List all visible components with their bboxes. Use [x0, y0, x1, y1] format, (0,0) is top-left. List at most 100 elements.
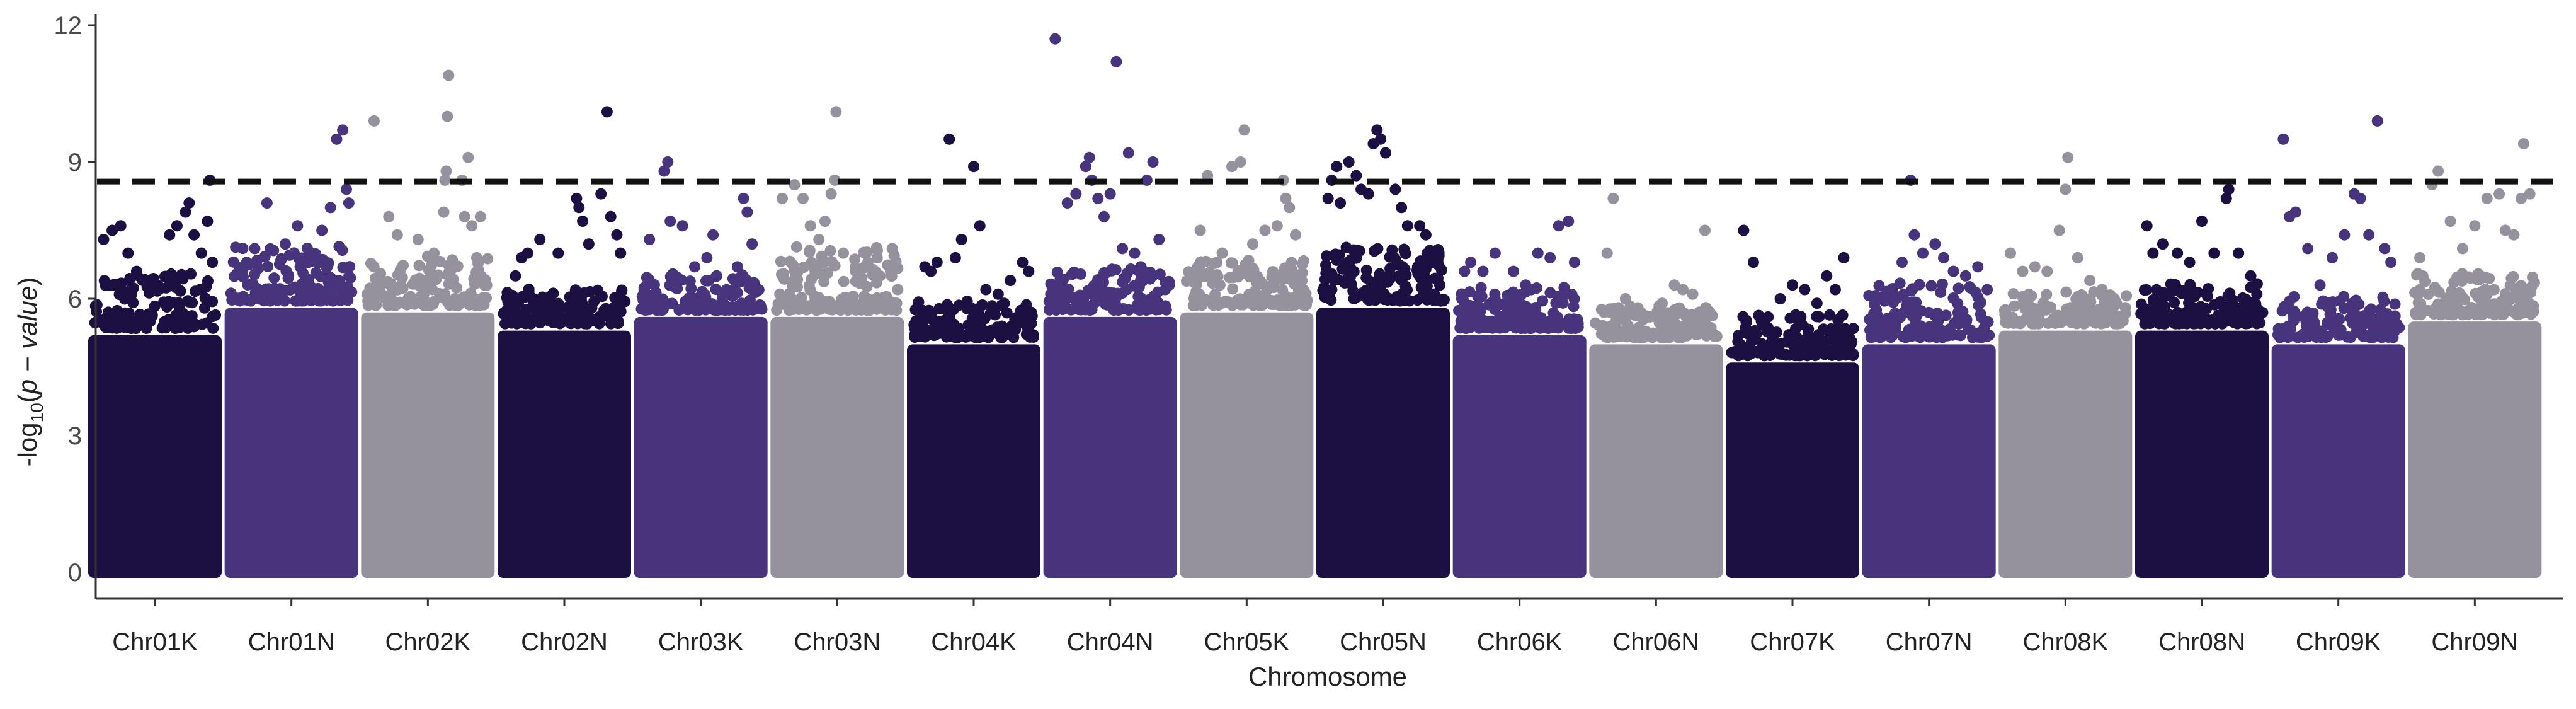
peak-point	[1110, 55, 1122, 67]
data-point	[2366, 331, 2378, 343]
peak-point	[1459, 265, 1471, 277]
data-point	[1981, 284, 1993, 296]
x-tick-label-Chr08N: Chr08N	[2158, 628, 2245, 656]
data-point	[2203, 283, 2214, 295]
data-point	[196, 318, 208, 330]
data-point	[1084, 304, 1096, 316]
data-point	[2428, 308, 2440, 320]
data-point	[2338, 291, 2350, 303]
peak-point	[1829, 284, 1841, 296]
peak-point	[931, 257, 943, 268]
data-point	[130, 323, 142, 335]
peak-point	[830, 106, 842, 118]
data-point	[1745, 347, 1757, 359]
peak-point	[2456, 243, 2468, 255]
data-point	[1054, 273, 1066, 285]
data-point	[2327, 317, 2339, 329]
peak-point	[1568, 257, 1580, 268]
data-point	[2100, 317, 2112, 329]
data-point	[1219, 296, 1231, 308]
data-point	[605, 318, 617, 330]
data-point	[2410, 306, 2422, 318]
data-point	[2527, 271, 2539, 283]
data-point	[1295, 298, 1307, 310]
peak-point	[1656, 297, 1668, 309]
data-point	[118, 289, 130, 301]
data-point	[465, 297, 477, 309]
peak-point	[470, 251, 482, 263]
data-point	[1966, 331, 1978, 343]
data-point	[2504, 280, 2516, 292]
data-point	[1453, 304, 1465, 316]
data-point	[1456, 292, 1468, 304]
data-point	[1078, 293, 1090, 305]
data-point	[2493, 297, 2505, 309]
data-point	[1139, 301, 1151, 313]
data-point	[417, 295, 429, 307]
peak-point	[980, 284, 992, 296]
data-point	[564, 291, 576, 303]
data-point	[385, 277, 397, 289]
data-point	[789, 265, 801, 277]
data-point	[666, 297, 678, 309]
data-point	[976, 299, 988, 311]
data-point	[157, 321, 169, 333]
peak-point	[2499, 224, 2511, 236]
peak-point	[1216, 247, 1228, 259]
data-point	[1476, 291, 1488, 303]
data-point	[700, 275, 712, 287]
peak-point	[813, 233, 825, 245]
data-point	[676, 274, 688, 286]
data-point	[2327, 296, 2339, 308]
data-point	[2020, 313, 2032, 325]
data-point	[859, 297, 871, 309]
data-point	[482, 253, 494, 265]
data-point	[279, 284, 291, 296]
peak-point	[662, 156, 674, 168]
peak-point	[442, 110, 453, 122]
point-cloud-Chr09N	[2408, 321, 2542, 578]
data-point	[1901, 300, 1913, 312]
data-point	[1764, 338, 1776, 350]
peak-point	[340, 183, 352, 195]
data-point	[1936, 325, 1948, 337]
data-point	[183, 296, 195, 308]
data-point	[1680, 328, 1692, 340]
peak-point	[2157, 238, 2169, 250]
data-point	[1914, 331, 1926, 343]
data-point	[423, 264, 435, 276]
data-point	[684, 275, 696, 287]
peak-point	[819, 216, 831, 228]
peak-point	[2220, 192, 2232, 204]
peak-point	[2005, 247, 2017, 259]
data-point	[921, 309, 933, 321]
data-point	[468, 273, 480, 285]
data-point	[1558, 282, 1570, 294]
peak-point	[886, 243, 898, 255]
x-tick-label-Chr08K: Chr08K	[2023, 628, 2109, 656]
data-point	[1489, 288, 1501, 300]
data-point	[2172, 306, 2184, 318]
peak-point	[998, 297, 1010, 309]
peak-point	[521, 247, 533, 259]
peak-point	[2053, 224, 2065, 236]
data-point	[849, 253, 861, 265]
data-point	[2041, 289, 2053, 301]
data-point	[775, 255, 787, 267]
data-point	[635, 303, 647, 315]
data-point	[2228, 309, 2240, 321]
data-point	[1211, 269, 1223, 281]
peak-point	[1375, 133, 1387, 145]
peak-point	[1379, 147, 1391, 159]
data-point	[2060, 286, 2072, 298]
y-tick-label: 12	[54, 12, 83, 40]
peak-point	[2062, 151, 2074, 163]
peak-point	[443, 69, 455, 81]
peak-point	[188, 229, 200, 241]
data-point	[430, 274, 442, 285]
peak-point	[1821, 270, 1833, 282]
data-point	[778, 268, 790, 280]
data-point	[915, 324, 927, 336]
data-point	[1863, 289, 1875, 301]
data-point	[111, 322, 123, 334]
